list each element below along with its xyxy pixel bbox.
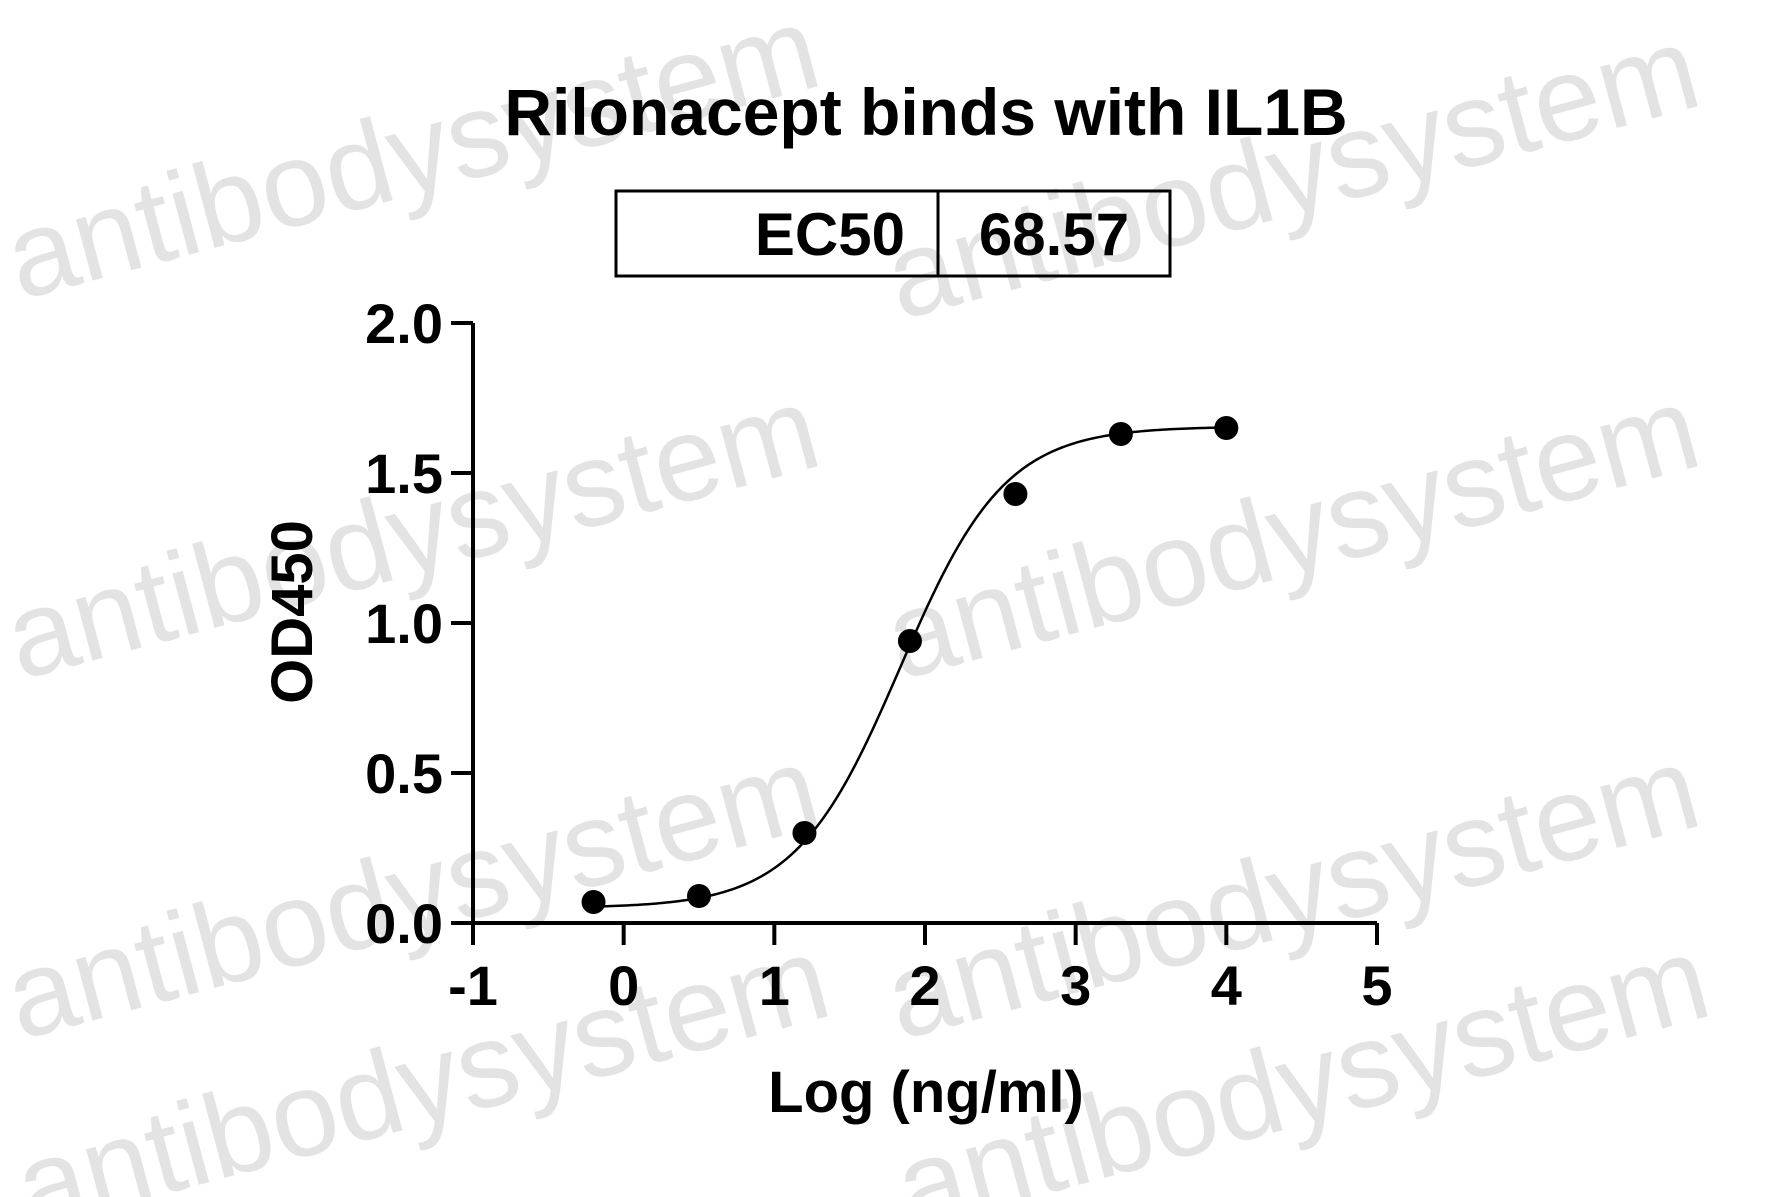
data-point <box>792 821 817 845</box>
y-tick-label: 1.5 <box>365 442 443 505</box>
x-tick-label: 1 <box>759 954 790 1017</box>
x-ticks: -1 0 1 2 3 4 5 <box>448 923 1393 1017</box>
ec50-value: 68.57 <box>979 201 1129 268</box>
data-point <box>687 884 711 908</box>
watermark-text: antibodysystem <box>872 360 1712 705</box>
data-point <box>1214 416 1239 440</box>
chart-title: Rilonacept binds with IL1B <box>504 75 1347 149</box>
y-tick-label: 1.0 <box>365 592 443 655</box>
data-point <box>581 890 606 914</box>
x-tick-label: -1 <box>448 954 498 1017</box>
data-point <box>897 629 922 653</box>
ec50-table-border <box>614 189 1172 278</box>
ec50-table: EC50 68.57 <box>614 189 1172 278</box>
y-tick-label: 0.5 <box>365 742 443 805</box>
x-tick-label: 5 <box>1361 954 1392 1017</box>
x-axis-label: Log (ng/ml) <box>768 1060 1084 1125</box>
data-point <box>1003 482 1028 506</box>
watermark-layer: antibodysystem antibodysystemantibodysyst… <box>0 0 1722 1197</box>
watermark-text: antibodysystem <box>872 0 1712 345</box>
x-tick-label: 2 <box>909 954 940 1017</box>
y-axis-label: OD450 <box>260 520 325 704</box>
x-tick-label: 3 <box>1060 954 1091 1017</box>
y-tick-label: 0.0 <box>365 892 443 955</box>
data-points <box>581 416 1239 914</box>
data-point <box>1108 422 1133 446</box>
y-tick-label: 2.0 <box>365 292 443 355</box>
ec50-label: EC50 <box>755 201 905 268</box>
x-tick-label: 4 <box>1211 954 1242 1017</box>
y-ticks: 0.0 0.5 1.0 1.5 2.0 <box>365 292 473 955</box>
x-tick-label: 0 <box>608 954 639 1017</box>
